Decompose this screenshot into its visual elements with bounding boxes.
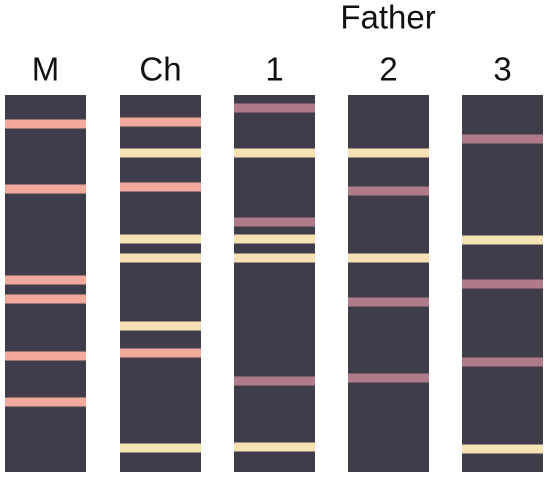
lane-label: 1 [265, 51, 283, 88]
band [234, 376, 315, 386]
lane [120, 95, 201, 472]
lane-label: Ch [139, 51, 181, 88]
band [234, 234, 315, 244]
lane-label: 2 [379, 51, 397, 88]
lane [348, 95, 429, 472]
band [348, 373, 429, 383]
band [462, 235, 543, 245]
band [348, 186, 429, 196]
band [234, 217, 315, 227]
band [348, 148, 429, 158]
band [5, 184, 86, 194]
band [120, 348, 201, 358]
band [120, 182, 201, 192]
band [462, 357, 543, 367]
band [120, 321, 201, 331]
band [120, 443, 201, 453]
band [462, 444, 543, 454]
band [5, 275, 86, 285]
lane-label: M [32, 51, 60, 88]
lane-label: 3 [493, 51, 511, 88]
band [348, 297, 429, 307]
band [5, 119, 86, 129]
band [120, 234, 201, 244]
band [5, 351, 86, 361]
band [234, 442, 315, 452]
lanes: M Ch 1 2 3 [5, 51, 543, 472]
band [120, 148, 201, 158]
band [120, 117, 201, 127]
band [5, 397, 86, 407]
band [120, 253, 201, 263]
band [234, 103, 315, 113]
band [462, 134, 543, 144]
band [5, 294, 86, 304]
band [462, 279, 543, 289]
band [234, 253, 315, 263]
group-label: Father [340, 0, 435, 36]
band [234, 148, 315, 158]
lane [234, 95, 315, 472]
band [348, 253, 429, 263]
